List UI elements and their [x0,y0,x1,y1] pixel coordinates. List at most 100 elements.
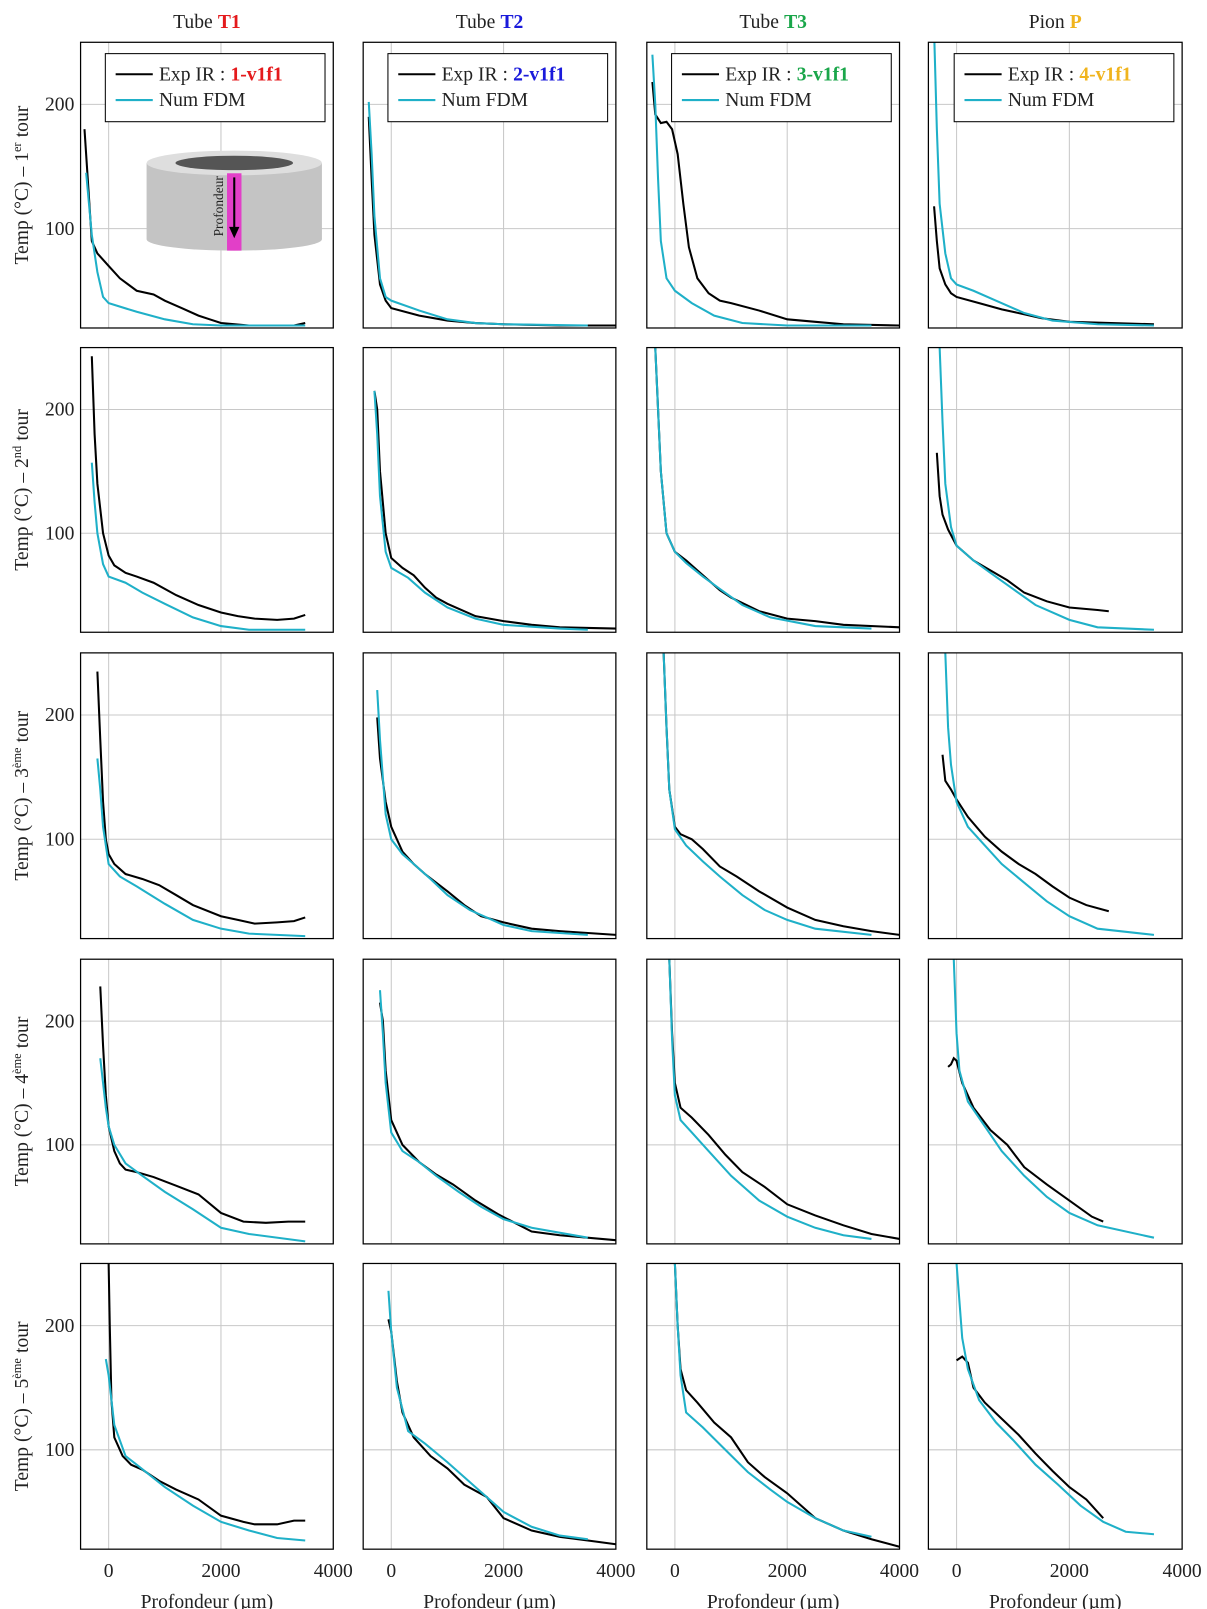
legend: Exp IR : 3-v1f1 Num FDM [671,53,892,123]
legend-label: Exp IR : 3-v1f1 [725,64,849,85]
series-line [947,1056,1104,1223]
ylabel-end: tour [12,409,33,441]
subplot-title: Pion P [1029,12,1082,33]
x-tick-label: 4000 [880,1561,919,1582]
series-line [668,959,872,1240]
legend-label: Num FDM [159,90,246,111]
y-tick-label: 100 [45,829,75,850]
subplot [646,958,901,1245]
plot-area [928,652,1183,939]
plot-frame [927,346,1183,633]
subplot [927,958,1183,1245]
subplot: Tube T3 Exp IR : 3-v1f1 Num FDM [646,12,901,329]
series-line [376,717,616,936]
legend-label: Exp IR :2-v1f1 [442,64,566,85]
x-tick-label: 4000 [596,1561,635,1582]
title-text: Tube [173,12,213,33]
subplot: 0 2000 4000 100 200 Temp (°C) – 5ème tour Profo… [10,1262,353,1609]
series-line [90,356,306,621]
y-tick-label: 200 [45,400,75,421]
plot-frame [362,346,617,633]
subplot: 0 2000 4000 Profondeur (µm) [646,1262,919,1609]
legend-run: 2-v1f1 [513,64,565,85]
plot-frame [927,41,1183,329]
subplot: Pion P Exp IR :4-v1f1 Num FDM [927,12,1183,329]
plot-frame [646,41,901,329]
ylabel-text: Temp (°C) – 5 [12,1379,33,1492]
series-line [952,959,1155,1239]
series-line [935,452,1109,613]
series-line [941,754,1110,913]
plot-frame [362,41,617,329]
y-tick-label: 200 [45,705,75,726]
subplot: 0 2000 4000 Profondeur (µm) [362,1262,636,1609]
subplot: Tube T2 Exp IR :2-v1f1 Num FDM [362,12,617,329]
subplot [927,346,1183,633]
y-tick-label: 200 [45,95,75,116]
ylabel-sup: ème [10,1358,24,1379]
plot-frame [79,652,334,940]
series-line [668,959,900,1240]
legend-label: Num FDM [442,90,529,111]
plot-area [928,959,1183,1244]
plot-area [363,652,616,939]
subplot-title: Tube T3 [739,12,807,33]
subplot: 100 200 Temp (°C) – 3ème tour [10,652,334,940]
legend-name: Exp IR : [1008,64,1074,85]
series-line [673,1263,872,1538]
legend-box [104,53,326,123]
series-line [90,462,306,631]
inset-label: Profondeur [211,176,226,237]
ylabel-sup: ème [10,747,24,768]
x-tick-label: 0 [670,1561,680,1582]
plot-area [646,959,900,1244]
plot-area [646,1263,900,1550]
subplot [362,652,617,940]
plot-area [80,1263,334,1550]
depth-arrowhead [229,226,240,239]
plot-frame [927,958,1183,1245]
legend: Exp IR :2-v1f1 Num FDM [387,53,609,123]
x-tick-label: 0 [952,1561,962,1582]
series-line [367,101,588,327]
x-tick-label: 4000 [314,1561,353,1582]
y-tick-label: 100 [45,1135,75,1156]
title-text: Tube [739,12,779,33]
y-tick-label: 200 [45,1316,75,1337]
subplot-title: Tube T1 [173,12,241,33]
y-axis-label: Temp (°C) – 5ème tour [10,1321,33,1491]
legend-name: Num FDM [442,90,529,111]
y-tick-label: 100 [45,219,75,240]
y-tick-label: 200 [45,1011,75,1032]
series-line [373,390,588,631]
series-line [944,652,1155,936]
plot-frame [79,41,334,329]
plot-frame [646,346,901,633]
plot-frame [927,1262,1183,1550]
series-line [651,81,900,327]
legend: Exp IR :1-v1f1 Num FDM [104,53,326,123]
series-line [96,758,306,938]
plot-area [646,652,900,939]
legend-box [953,53,1175,123]
plot-area [363,347,616,633]
legend: Exp IR :4-v1f1 Num FDM [953,53,1175,123]
x-tick-label: 2000 [768,1561,807,1582]
series-line [373,390,616,630]
x-tick-label: 2000 [484,1561,523,1582]
plot-area [80,959,334,1244]
cylinder-hole [175,155,294,171]
title-text: Tube [456,12,496,33]
ylabel-text: Temp (°C) – 2 [12,458,33,570]
subplot [646,652,901,940]
y-tick-label: 100 [45,1440,75,1461]
inset-diagram: Profondeur [146,150,322,251]
ylabel-sup: ème [10,1053,24,1074]
subplot [362,346,617,633]
x-tick-label: 0 [386,1561,396,1582]
series-line [99,1058,306,1243]
legend-name: Exp IR : [442,64,508,85]
title-text: Pion [1029,12,1065,33]
subplot-title: Tube T2 [456,12,524,33]
